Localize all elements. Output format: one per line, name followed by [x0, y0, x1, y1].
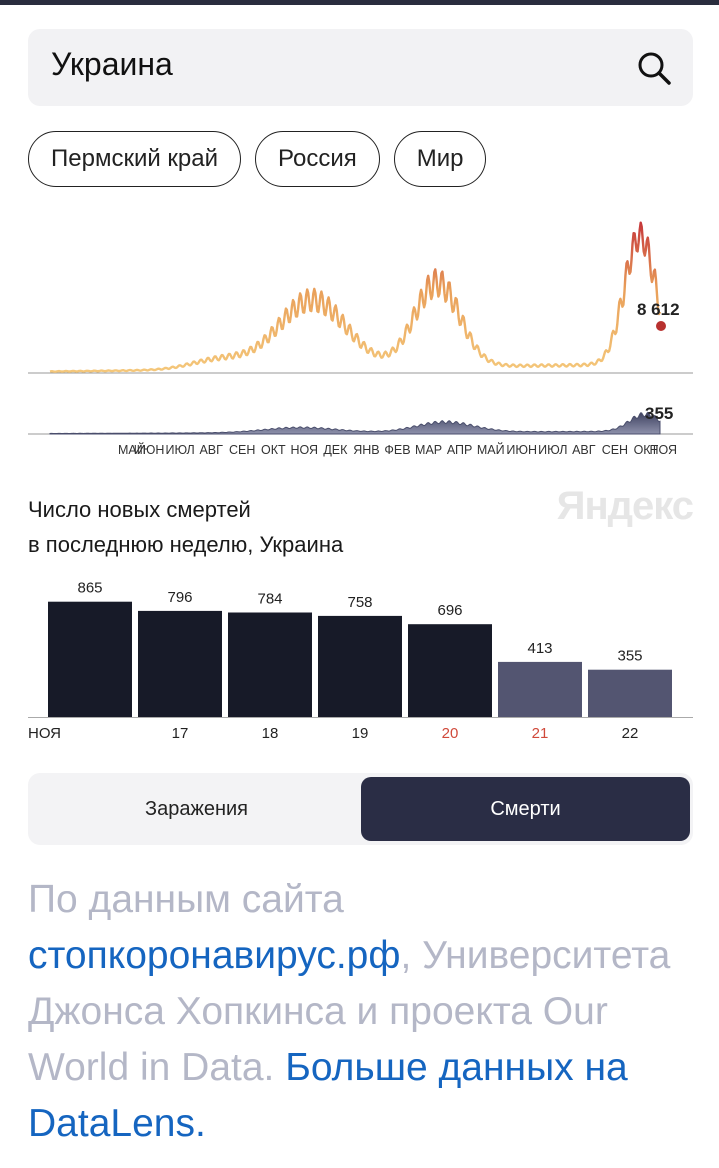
- bar-category-label: 17: [172, 725, 189, 742]
- bar[interactable]: [48, 601, 132, 717]
- bar-value-label: 796: [167, 589, 192, 606]
- month-label: МАЙ: [477, 442, 505, 457]
- month-label: АВГ: [572, 443, 596, 457]
- source-middle: , Университета Джонса Хопкинса и проекта…: [28, 934, 671, 1089]
- bar[interactable]: [318, 615, 402, 717]
- stopcoronavirus-link[interactable]: стопкоронавирус.рф: [28, 934, 401, 977]
- search-query[interactable]: Украина: [51, 46, 173, 82]
- bar[interactable]: [498, 661, 582, 717]
- chip-world[interactable]: Мир: [393, 131, 487, 187]
- chip-russia[interactable]: Россия: [255, 131, 380, 187]
- bar-category-label: 22: [622, 725, 639, 742]
- bar[interactable]: [138, 610, 222, 717]
- bar-category-label: 21: [532, 725, 549, 742]
- bar-value-label: 784: [257, 591, 282, 608]
- bar-value-label: 758: [347, 594, 372, 611]
- month-label: МАР: [415, 443, 442, 457]
- cases-wave: [49, 221, 662, 373]
- source-note: По данным сайта стопкоронавирус.рф, Унив…: [28, 872, 693, 1152]
- yandex-logo: Яндекс: [556, 484, 694, 528]
- bar[interactable]: [228, 612, 312, 718]
- bar-category-label: 18: [262, 725, 279, 742]
- month-label: ОКТ: [634, 443, 659, 457]
- month-label: СЕН: [229, 443, 255, 457]
- weekly-deaths-bar-chart: 865 НОЯ 796 17 784 18 758 19 696 20 413 21 355 22: [28, 580, 693, 742]
- month-label: АВГ: [199, 443, 223, 457]
- tab-infections[interactable]: Заражения: [145, 797, 248, 820]
- bar-category-label: 19: [352, 725, 369, 742]
- bar-category-label: НОЯ: [28, 725, 61, 742]
- month-label: МАЙ: [118, 442, 146, 457]
- bar-value-label: 355: [617, 648, 642, 665]
- month-label: НОЯ: [291, 443, 319, 457]
- month-label: ИЮЛ: [538, 443, 567, 457]
- chart-title-line2: в последнюю неделю, Украина: [28, 532, 344, 557]
- chart-title: Число новых смертей в последнюю неделю, …: [28, 492, 343, 562]
- month-label: ФЕВ: [384, 443, 410, 457]
- month-label: АПР: [447, 443, 473, 457]
- tab-deaths[interactable]: Смерти: [361, 777, 690, 841]
- month-label: СЕН: [602, 443, 628, 457]
- chip-perm[interactable]: Пермский край: [28, 131, 242, 187]
- deaths-wave: [49, 411, 661, 435]
- bar[interactable]: [408, 624, 492, 717]
- bar-category-label: 20: [442, 725, 459, 742]
- cases-latest-dot: [656, 321, 666, 331]
- chart-title-line1: Число новых смертей: [28, 497, 251, 522]
- search-box[interactable]: Украина: [28, 29, 693, 106]
- deaths-latest-label: 355: [645, 404, 673, 423]
- month-label: НОЯ: [649, 443, 677, 457]
- bar-value-label: 865: [77, 580, 102, 597]
- search-icon[interactable]: [635, 49, 673, 87]
- month-label: ИЮН: [506, 443, 537, 457]
- month-label: ОКТ: [261, 443, 286, 457]
- region-chips: Пермский край Россия Мир: [28, 131, 487, 187]
- bar-value-label: 696: [437, 602, 462, 619]
- datalens-link[interactable]: Больше данных на DataLens.: [28, 1046, 628, 1145]
- metric-toggle: Заражения Смерти: [28, 773, 693, 845]
- bar[interactable]: [588, 669, 672, 717]
- month-label: ИЮЛ: [165, 443, 194, 457]
- month-label: ЯНВ: [353, 443, 379, 457]
- bar-value-label: 413: [527, 640, 552, 657]
- top-status-strip: [0, 0, 719, 5]
- source-prefix: По данным сайта: [28, 878, 344, 921]
- month-label: ИЮН: [134, 443, 165, 457]
- month-label: ДЕК: [323, 443, 348, 457]
- cases-latest-label: 8 612: [637, 300, 680, 319]
